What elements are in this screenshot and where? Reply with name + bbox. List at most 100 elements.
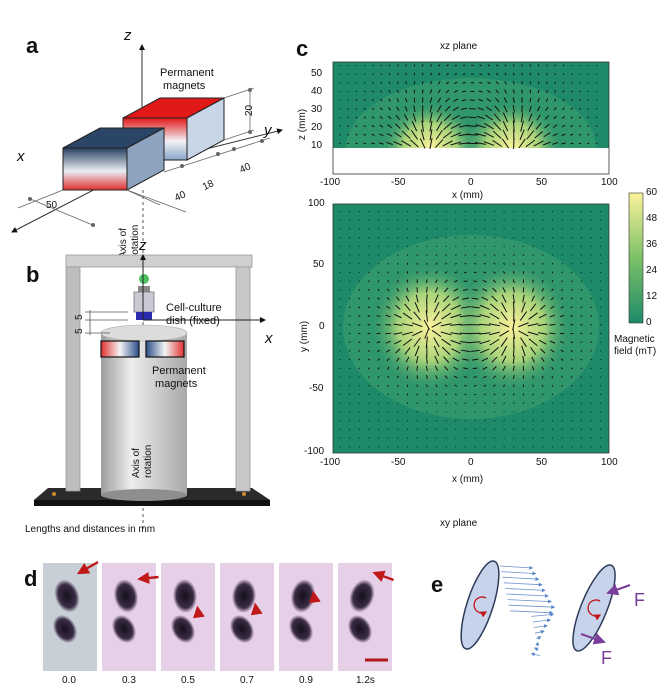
shear-arrow [532, 618, 552, 623]
xy-field-dot [600, 437, 602, 439]
xy-field-dot [339, 428, 341, 430]
xy-field-dot [580, 271, 583, 274]
xz-field-arrow [397, 81, 399, 85]
shear-arrow [509, 610, 554, 615]
xz-field-arrow [429, 97, 433, 103]
xy-field-arrow [368, 384, 370, 387]
xy-field-arrow [549, 340, 556, 344]
xy-field-arrow [551, 271, 554, 274]
xy-field-arrow [570, 315, 574, 317]
xy-field-dot [358, 210, 360, 213]
xy-field-dot [387, 237, 389, 239]
xy-field-dot [358, 385, 360, 387]
xy-field-arrow [450, 323, 462, 326]
xy-field-dot [561, 402, 563, 404]
xz-field-arrow [371, 116, 375, 119]
xy-field-dot [532, 237, 534, 239]
xy-field-arrow [441, 303, 451, 312]
xy-field-dot [580, 446, 583, 448]
xy-field-arrow [402, 323, 414, 327]
xz-field-arrow [421, 89, 424, 94]
panel-e-letter: e [431, 572, 444, 597]
xz-field-arrow [395, 123, 401, 129]
xy-field-arrow [402, 338, 413, 346]
xy-field-dot [358, 437, 360, 439]
xy-field-dot [571, 219, 573, 221]
xy-field-arrow [560, 306, 564, 309]
xy-field-dot [580, 411, 583, 413]
xy-field-arrow [479, 314, 491, 319]
xz-field-arrow [484, 114, 493, 121]
xy-field-dot [600, 219, 602, 221]
xy-field-dot [339, 446, 341, 448]
xy-field-arrow [540, 357, 545, 362]
colorbar-tick-24: 24 [646, 265, 658, 276]
xy-field-dot [368, 219, 370, 221]
xz-field-arrow [429, 105, 433, 113]
xz-field-arrow [486, 98, 492, 103]
xz-field-arrow [503, 105, 508, 113]
xy-field-arrow [393, 332, 403, 335]
xy-field-dot [358, 411, 360, 413]
xy-field-arrow [472, 289, 478, 291]
xy-field-dot [600, 385, 602, 387]
xy-field-arrow [539, 304, 546, 310]
xy-field-dot [474, 420, 476, 422]
xy-field-dot [484, 228, 486, 230]
xy-field-arrow [394, 339, 402, 345]
xy-field-dot [455, 411, 457, 413]
xy-field-arrow [425, 355, 428, 364]
xy-field-dot [474, 245, 476, 247]
xy-field-arrow [483, 271, 487, 274]
xy-field-dot [377, 210, 380, 213]
xz-field-arrow [413, 97, 416, 103]
xz-field-arrow [579, 99, 581, 102]
xz-field-arrow [386, 132, 393, 137]
xz-field-arrow [529, 97, 532, 103]
xz-field-arrow [411, 120, 418, 132]
xz-field-arrow [562, 73, 565, 76]
b-magnets-label-line1: Permanent [152, 365, 206, 377]
xy-field-dot [532, 228, 534, 230]
xy-field-arrow [479, 340, 491, 345]
xz-field-dot [355, 73, 358, 75]
xy-field-dot [571, 437, 573, 439]
xy-field-dot [387, 228, 389, 230]
xy-field-dot [474, 437, 476, 439]
xz-field-arrow [537, 89, 540, 94]
xy-field-arrow [531, 356, 535, 363]
xy-field-dot [600, 393, 602, 396]
xy-field-arrow [377, 288, 380, 292]
xz-title: xz plane [440, 41, 478, 52]
xz-field-arrow [487, 73, 491, 76]
xy-field-arrow [367, 358, 371, 361]
xy-field-arrow [454, 375, 458, 379]
xy-field-arrow [528, 312, 538, 320]
xy-field-arrow [435, 279, 438, 284]
xz-field-arrow [578, 142, 582, 145]
xy-field-arrow [460, 349, 470, 353]
xy-field-dot [348, 289, 351, 291]
xy-field-arrow [538, 339, 547, 345]
xy-field-dot [484, 420, 486, 422]
xy-xtick-0: 0 [468, 457, 474, 468]
xy-field-dot [339, 210, 341, 213]
xz-field-arrow [554, 81, 557, 84]
xy-field-arrow [444, 375, 448, 379]
xy-field-dot [426, 420, 428, 422]
b-dish-label-line1: Cell-culture [166, 302, 222, 314]
xy-field-dot [435, 411, 438, 413]
xy-field-dot [522, 446, 525, 448]
xy-field-dot [600, 341, 602, 343]
xy-field-dot [416, 420, 418, 422]
xy-field-arrow [502, 271, 506, 274]
xz-field-arrow [527, 121, 534, 132]
xy-field-dot [580, 237, 583, 239]
xy-field-arrow [561, 280, 564, 283]
xy-field-arrow [501, 345, 508, 357]
xz-field-arrow [492, 140, 503, 147]
xy-field-arrow [452, 296, 460, 301]
xz-field-arrow [475, 142, 487, 145]
xz-field-arrow [554, 90, 557, 93]
